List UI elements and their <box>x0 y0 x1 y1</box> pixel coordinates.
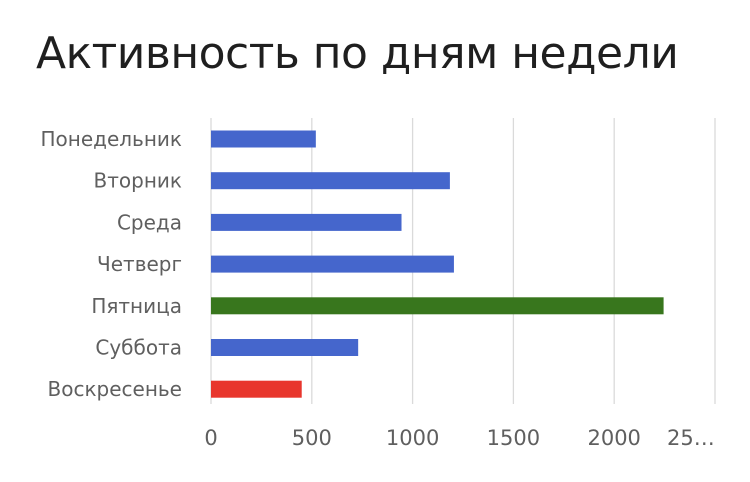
bar <box>211 255 454 273</box>
category-label: Вторник <box>94 169 182 193</box>
category-label: Четверг <box>97 252 182 276</box>
category-label: Воскресенье <box>47 377 182 401</box>
x-tick-label: 25… <box>667 426 715 450</box>
bar <box>211 213 402 231</box>
x-tick-label: 500 <box>292 426 332 450</box>
x-tick-label: 1500 <box>487 426 540 450</box>
bars <box>211 130 664 398</box>
x-tick-label: 2000 <box>587 426 640 450</box>
bar <box>211 130 316 148</box>
category-label: Суббота <box>95 336 182 360</box>
bar <box>211 297 664 315</box>
x-tick-label: 0 <box>204 426 217 450</box>
bar <box>211 339 359 356</box>
chart-title: Активность по дням недели <box>36 28 679 79</box>
category-label: Среда <box>117 210 182 234</box>
x-tick-label: 1000 <box>386 426 439 450</box>
category-label: Понедельник <box>40 127 182 151</box>
category-label: Пятница <box>91 294 182 318</box>
x-tick-labels: 0 500 1000 1500 2000 25… <box>204 426 714 450</box>
category-labels: Понедельник Вторник Среда Четверг Пятница Суб… <box>40 127 182 401</box>
bar <box>211 380 302 398</box>
bar <box>211 172 450 190</box>
